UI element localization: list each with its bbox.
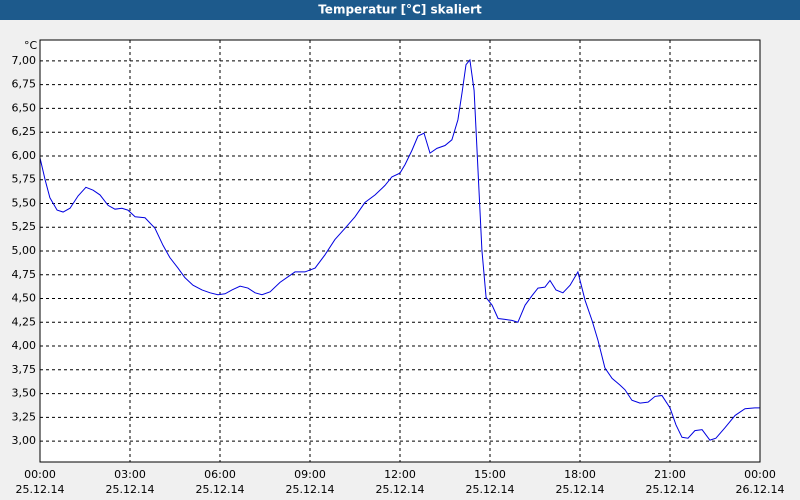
chart-title: Temperatur [°C] skaliert [318, 3, 482, 17]
y-tick-label: 7,00 [12, 54, 37, 67]
x-tick-date: 25.12.14 [376, 483, 425, 496]
y-tick-label: 6,50 [12, 101, 37, 114]
x-tick-date: 25.12.14 [556, 483, 605, 496]
y-tick-label: 4,25 [12, 315, 37, 328]
line-series [39, 58, 760, 441]
y-tick-label: 3,00 [12, 434, 37, 447]
y-tick-label: 6,75 [12, 78, 37, 91]
y-tick-label: 6,25 [12, 125, 37, 138]
x-tick-label: 15:00 [474, 468, 506, 481]
y-tick-label: 5,75 [12, 173, 37, 186]
y-tick-label: 4,00 [12, 339, 37, 352]
x-tick-date: 25.12.14 [646, 483, 695, 496]
x-tick-date: 26.12.14 [736, 483, 785, 496]
y-tick-label: 6,00 [12, 149, 37, 162]
x-tick-date: 25.12.14 [106, 483, 155, 496]
x-tick-label: 09:00 [294, 468, 326, 481]
x-tick-label: 21:00 [654, 468, 686, 481]
x-tick-date: 25.12.14 [196, 483, 245, 496]
title-bar [0, 0, 800, 20]
x-tick-label: 00:00 [744, 468, 776, 481]
x-tick-label: 00:00 [24, 468, 56, 481]
y-tick-label: 5,00 [12, 244, 37, 257]
x-tick-date: 25.12.14 [16, 483, 65, 496]
x-tick-label: 03:00 [114, 468, 146, 481]
y-tick-label: 4,75 [12, 268, 37, 281]
y-tick-label: 5,25 [12, 220, 37, 233]
x-tick-date: 25.12.14 [466, 483, 515, 496]
x-tick-label: 12:00 [384, 468, 416, 481]
plot-border [39, 39, 761, 463]
y-tick-label: 3,75 [12, 363, 37, 376]
y-axis-label: °C [24, 39, 38, 52]
y-tick-label: 3,25 [12, 410, 37, 423]
y-tick-label: 3,50 [12, 387, 37, 400]
x-tick-label: 18:00 [564, 468, 596, 481]
y-tick-label: 4,50 [12, 292, 37, 305]
y-tick-label: 5,50 [12, 196, 37, 209]
x-tick-label: 06:00 [204, 468, 236, 481]
x-tick-date: 25.12.14 [286, 483, 335, 496]
